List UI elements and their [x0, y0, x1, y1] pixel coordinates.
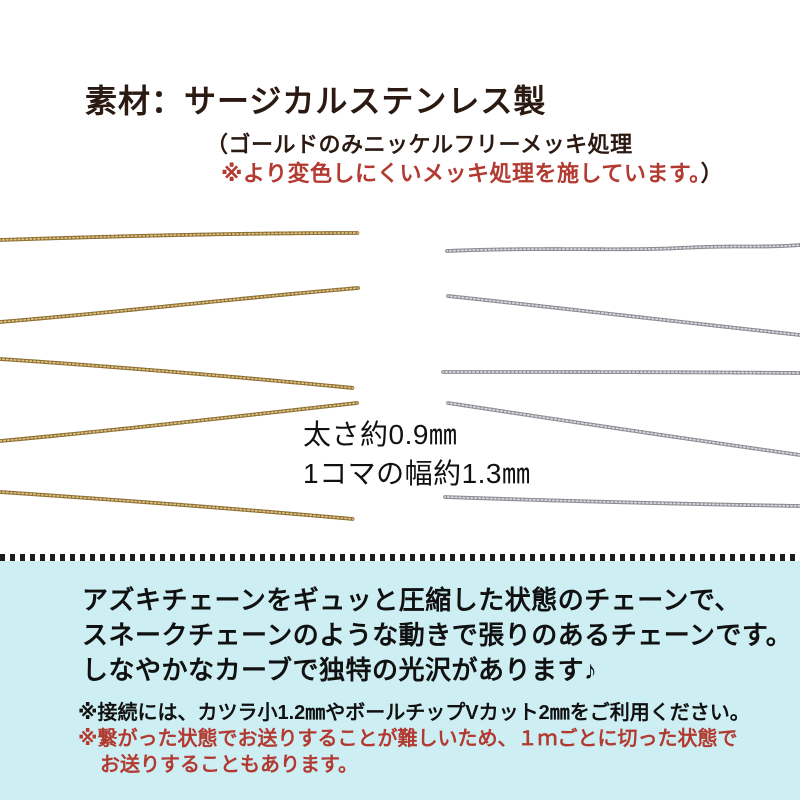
chain-description: アズキチェーンをギュッと圧縮した状態のチェーンで、 スネークチェーンのような動き… — [82, 583, 792, 688]
plating-note-text: ※より変色しにくいメッキ処理を施しています。 — [221, 161, 701, 186]
description-panel — [0, 561, 800, 800]
note-usage: ※接続には、カツラ小1.2㎜やボールチップVカット2㎜をご利用ください。 — [78, 702, 750, 724]
spec-thickness: 太さ約0.9㎜ — [303, 419, 458, 450]
plating-note-close-paren: ） — [700, 161, 724, 186]
dashed-divider — [0, 554, 800, 561]
note-shipping-2: お送りすることもあります。 — [100, 754, 358, 776]
note-shipping-1: ※繋がった状態でお送りすることが難しいため、１ｍごとに切った状態で — [78, 728, 738, 750]
size-specs: 太さ約0.9㎜ 1コマの幅約1.3㎜ — [303, 415, 531, 493]
description-line: しなやかなカーブで独特の光沢があります♪ — [82, 655, 598, 685]
plating-note: ※より変色しにくいメッキ処理を施しています。） — [221, 156, 723, 188]
usage-notes: ※接続には、カツラ小1.2㎜やボールチップVカット2㎜をご利用ください。 ※繋が… — [78, 700, 750, 778]
description-line: アズキチェーンをギュッと圧縮した状態のチェーンで、 — [82, 585, 741, 615]
material-title: 素材：サージカルステンレス製 — [85, 83, 547, 119]
description-line: スネークチェーンのような動きで張りのあるチェーンです。 — [82, 620, 793, 650]
material-subtitle: （ゴールドのみニッケルフリーメッキ処理 — [206, 132, 633, 157]
gold-chain — [0, 231, 360, 521]
silver-chain — [441, 243, 800, 508]
spec-link-width: 1コマの幅約1.3㎜ — [303, 458, 531, 489]
